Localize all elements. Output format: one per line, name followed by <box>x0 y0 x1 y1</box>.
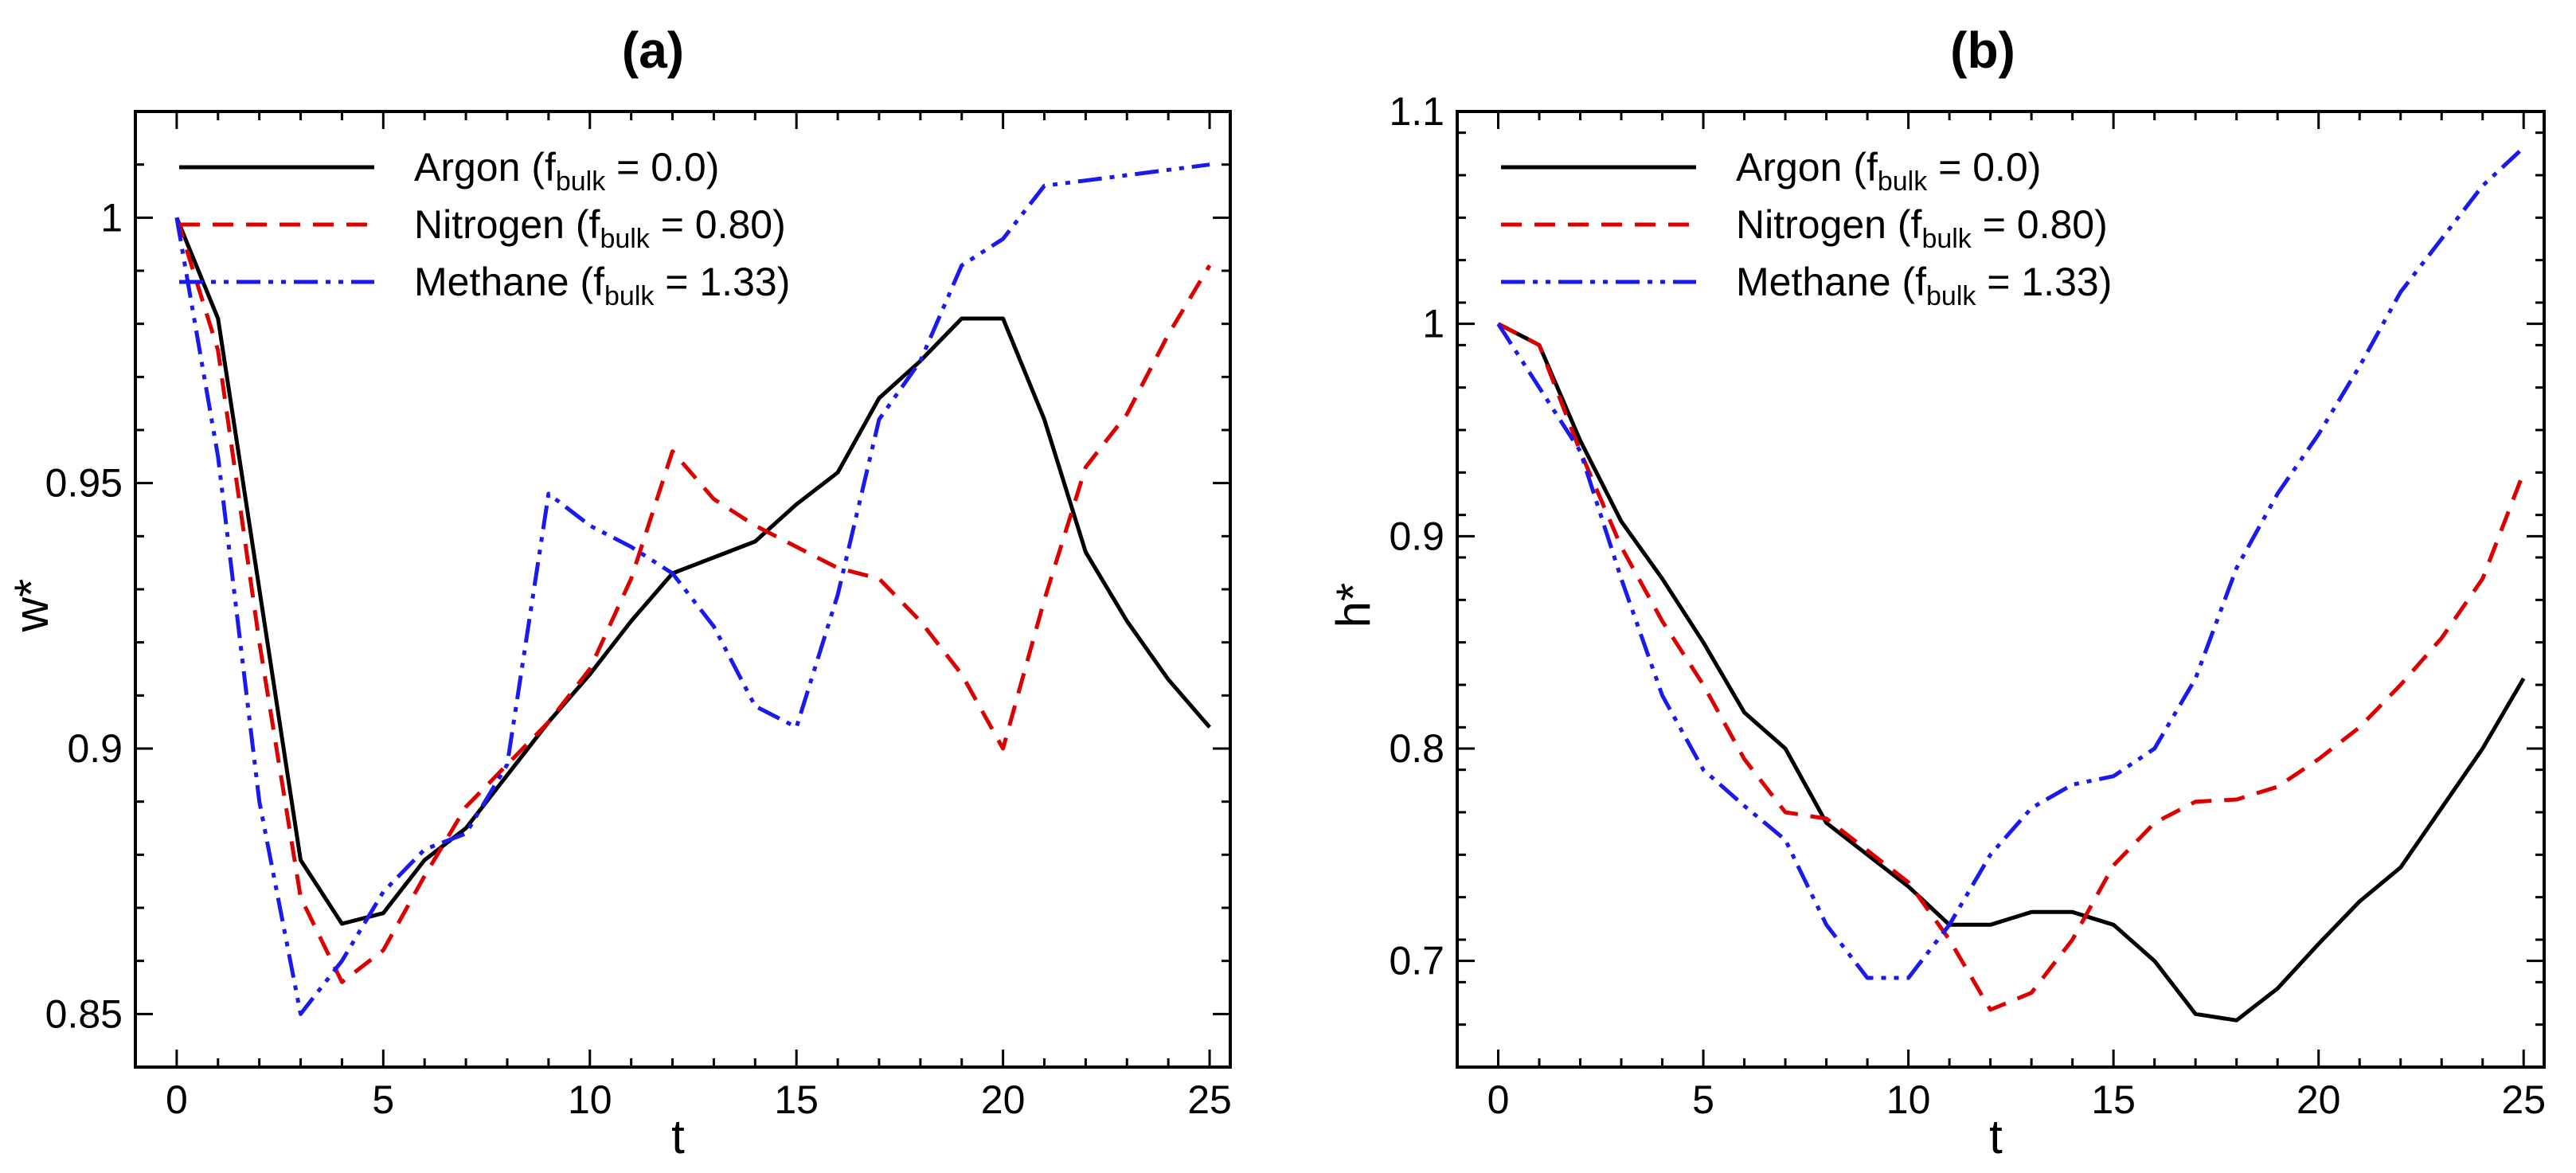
y-tick-label: 0.95 <box>45 461 123 506</box>
legend-label-argon: Argon (fbulk = 0.0) <box>414 145 719 197</box>
series-line-argon <box>1497 322 2526 1022</box>
x-tick-label: 5 <box>372 1077 394 1122</box>
x-tick-label: 25 <box>1187 1077 1232 1122</box>
legend-label-methane: Methane (fbulk = 1.33) <box>1736 260 2112 311</box>
series-line-methane <box>1496 146 2525 980</box>
x-axis-label: t <box>1989 1110 2003 1163</box>
x-tick-label: 15 <box>774 1077 819 1122</box>
x-tick-label: 5 <box>1692 1077 1714 1122</box>
series-line-methane <box>174 162 1210 1016</box>
x-tick-label: 0 <box>1487 1077 1510 1122</box>
y-tick-label: 1.1 <box>1389 89 1444 134</box>
x-tick-label: 25 <box>2501 1077 2546 1122</box>
legend-label-nitrogen: Nitrogen (fbulk = 0.80) <box>414 202 786 254</box>
y-tick-label: 0.85 <box>45 991 123 1036</box>
y-tick-label: 0.9 <box>1389 514 1444 558</box>
x-tick-label: 15 <box>2091 1077 2136 1122</box>
chart-panel-b: (b) 0 5 10 15 20 25 0.7 0.8 0.9 1 1.1 t h* Argon (fbul… <box>1327 22 2546 1163</box>
chart-panel-a: (a) 0 5 10 15 20 25 0.85 0.9 0.95 1 t w* Argon (fbulk… <box>5 22 1232 1163</box>
series-line-nitrogen <box>1497 322 2526 1012</box>
plot-frame <box>134 110 1232 1069</box>
chart-title: (b) <box>1950 22 2015 79</box>
y-tick-label: 1 <box>100 195 123 240</box>
y-tick-label: 0.8 <box>1389 726 1444 771</box>
chart-title: (a) <box>622 22 684 79</box>
x-tick-label: 10 <box>1886 1077 1931 1122</box>
y-tick-label: 0.7 <box>1389 939 1444 983</box>
x-tick-label: 20 <box>2297 1077 2341 1122</box>
x-axis-label: t <box>671 1110 685 1163</box>
series-line-nitrogen <box>174 217 1212 984</box>
x-tick-label: 10 <box>568 1077 612 1122</box>
plot-frame <box>1456 110 2546 1069</box>
legend-label-argon: Argon (fbulk = 0.0) <box>1736 145 2041 197</box>
series-line-argon <box>174 217 1211 926</box>
y-tick-label: 0.9 <box>67 726 123 771</box>
legend-label-methane: Methane (fbulk = 1.33) <box>414 260 790 311</box>
x-tick-label: 0 <box>166 1077 188 1122</box>
x-tick-label: 20 <box>981 1077 1026 1122</box>
y-tick-label: 1 <box>1422 302 1444 346</box>
y-axis-label: w* <box>5 579 58 633</box>
y-axis-label: h* <box>1327 583 1380 628</box>
legend-label-nitrogen: Nitrogen (fbulk = 0.80) <box>1736 202 2108 254</box>
